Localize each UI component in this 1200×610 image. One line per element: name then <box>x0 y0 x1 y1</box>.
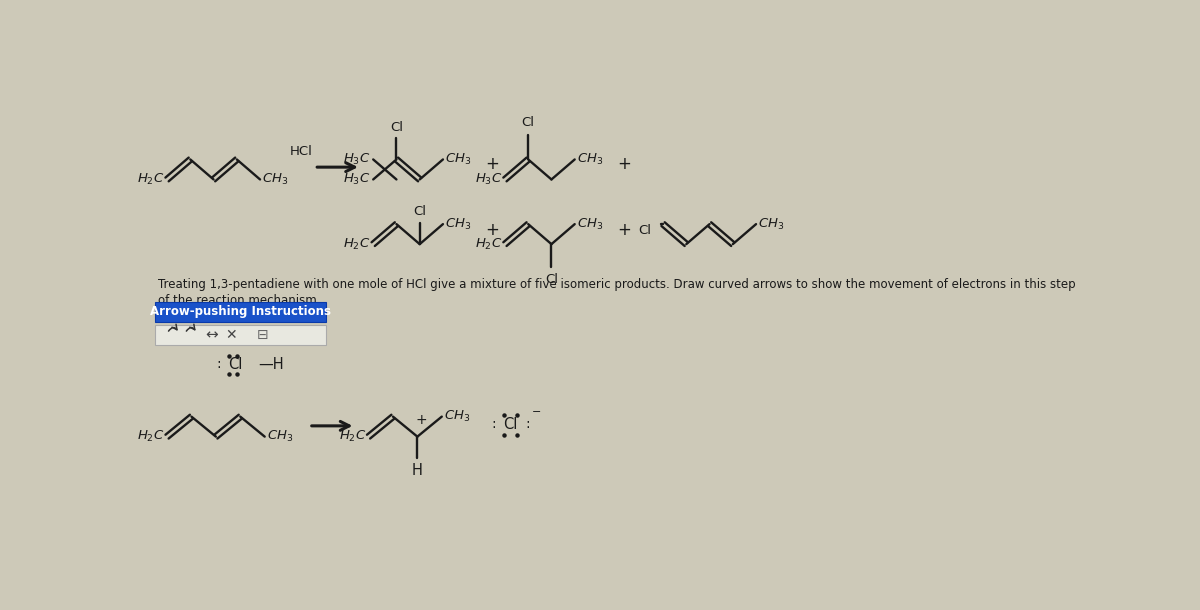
Text: $CH_3$: $CH_3$ <box>758 217 785 232</box>
Text: Arrow-pushing Instructions: Arrow-pushing Instructions <box>150 306 331 318</box>
Text: $H_2C$: $H_2C$ <box>338 429 366 444</box>
Text: $CH_3$: $CH_3$ <box>268 429 293 444</box>
Text: ↔: ↔ <box>205 328 218 342</box>
Text: −: − <box>532 407 541 417</box>
Text: $CH_3$: $CH_3$ <box>445 217 472 232</box>
Text: +: + <box>486 155 499 173</box>
Text: +: + <box>617 221 631 239</box>
Text: of the reaction mechanism.: of the reaction mechanism. <box>157 294 320 307</box>
Text: +: + <box>486 221 499 239</box>
Text: $H_3C$: $H_3C$ <box>343 172 371 187</box>
Text: —H: —H <box>258 357 284 371</box>
Text: Cl: Cl <box>503 417 517 432</box>
Text: $H_2C$: $H_2C$ <box>343 237 371 252</box>
Text: $CH_3$: $CH_3$ <box>577 152 604 167</box>
Text: Cl: Cl <box>638 224 652 237</box>
FancyBboxPatch shape <box>156 325 326 345</box>
Text: $CH_3$: $CH_3$ <box>444 409 470 424</box>
Text: $CH_3$: $CH_3$ <box>445 152 472 167</box>
Text: +: + <box>415 413 427 427</box>
Text: $CH_3$: $CH_3$ <box>577 217 604 232</box>
Text: :: : <box>526 417 529 431</box>
Text: Cl: Cl <box>413 204 426 218</box>
Text: $H_2C$: $H_2C$ <box>137 429 164 444</box>
Text: $H_3C$: $H_3C$ <box>475 172 503 187</box>
Text: HCl: HCl <box>289 145 312 158</box>
Text: ✕: ✕ <box>226 328 238 342</box>
Text: $H_2C$: $H_2C$ <box>137 172 164 187</box>
Text: Treating 1,3-pentadiene with one mole of HCl give a mixture of five isomeric pro: Treating 1,3-pentadiene with one mole of… <box>157 278 1075 292</box>
Text: Cl: Cl <box>390 121 403 134</box>
Text: $H_2C$: $H_2C$ <box>475 237 503 252</box>
Text: Cl: Cl <box>522 116 535 129</box>
Text: Cl: Cl <box>228 357 242 371</box>
Text: :: : <box>216 357 221 371</box>
Text: Cl: Cl <box>545 273 558 286</box>
Text: $CH_3$: $CH_3$ <box>263 172 289 187</box>
Text: :: : <box>491 417 496 431</box>
Text: H: H <box>412 463 422 478</box>
FancyBboxPatch shape <box>156 302 326 322</box>
Text: $H_3C$: $H_3C$ <box>343 152 371 167</box>
Text: +: + <box>617 155 631 173</box>
Text: ⊟: ⊟ <box>257 328 268 342</box>
